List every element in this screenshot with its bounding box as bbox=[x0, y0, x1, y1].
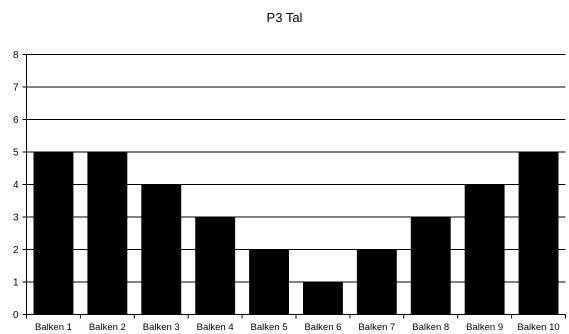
y-tick-label-4: 4 bbox=[13, 180, 19, 191]
bar-7 bbox=[356, 249, 397, 315]
x-tick-label-9: Balken 9 bbox=[466, 322, 503, 333]
x-tick-label-4: Balken 4 bbox=[197, 322, 234, 333]
bar-3 bbox=[141, 184, 182, 315]
y-tick-label-2: 2 bbox=[13, 245, 19, 256]
chart-title: P3 Tal bbox=[266, 10, 303, 25]
y-tick-label-7: 7 bbox=[13, 83, 19, 94]
x-tick-label-5: Balken 5 bbox=[251, 322, 288, 333]
x-tick-label-7: Balken 7 bbox=[358, 322, 395, 333]
x-tick-label-2: Balken 2 bbox=[89, 322, 126, 333]
y-tick-label-6: 6 bbox=[13, 115, 19, 126]
x-tick-label-1: Balken 1 bbox=[35, 322, 72, 333]
y-tick-label-8: 8 bbox=[13, 50, 19, 61]
bar-4 bbox=[195, 217, 236, 315]
bar-8 bbox=[410, 217, 451, 315]
bar-1 bbox=[33, 152, 74, 315]
x-tick-label-10: Balken 10 bbox=[517, 322, 559, 333]
bar-6 bbox=[303, 282, 343, 315]
y-tick-label-0: 0 bbox=[13, 310, 19, 321]
bar-9 bbox=[464, 184, 505, 315]
y-tick-label-5: 5 bbox=[13, 148, 19, 159]
bar-10 bbox=[518, 152, 559, 315]
bar-2 bbox=[87, 152, 128, 315]
y-tick-label-1: 1 bbox=[13, 278, 19, 289]
y-tick-label-3: 3 bbox=[13, 213, 19, 224]
x-tick-label-3: Balken 3 bbox=[143, 322, 180, 333]
bar-5 bbox=[249, 249, 289, 315]
x-tick-label-6: Balken 6 bbox=[304, 322, 341, 333]
x-tick-label-8: Balken 8 bbox=[412, 322, 449, 333]
